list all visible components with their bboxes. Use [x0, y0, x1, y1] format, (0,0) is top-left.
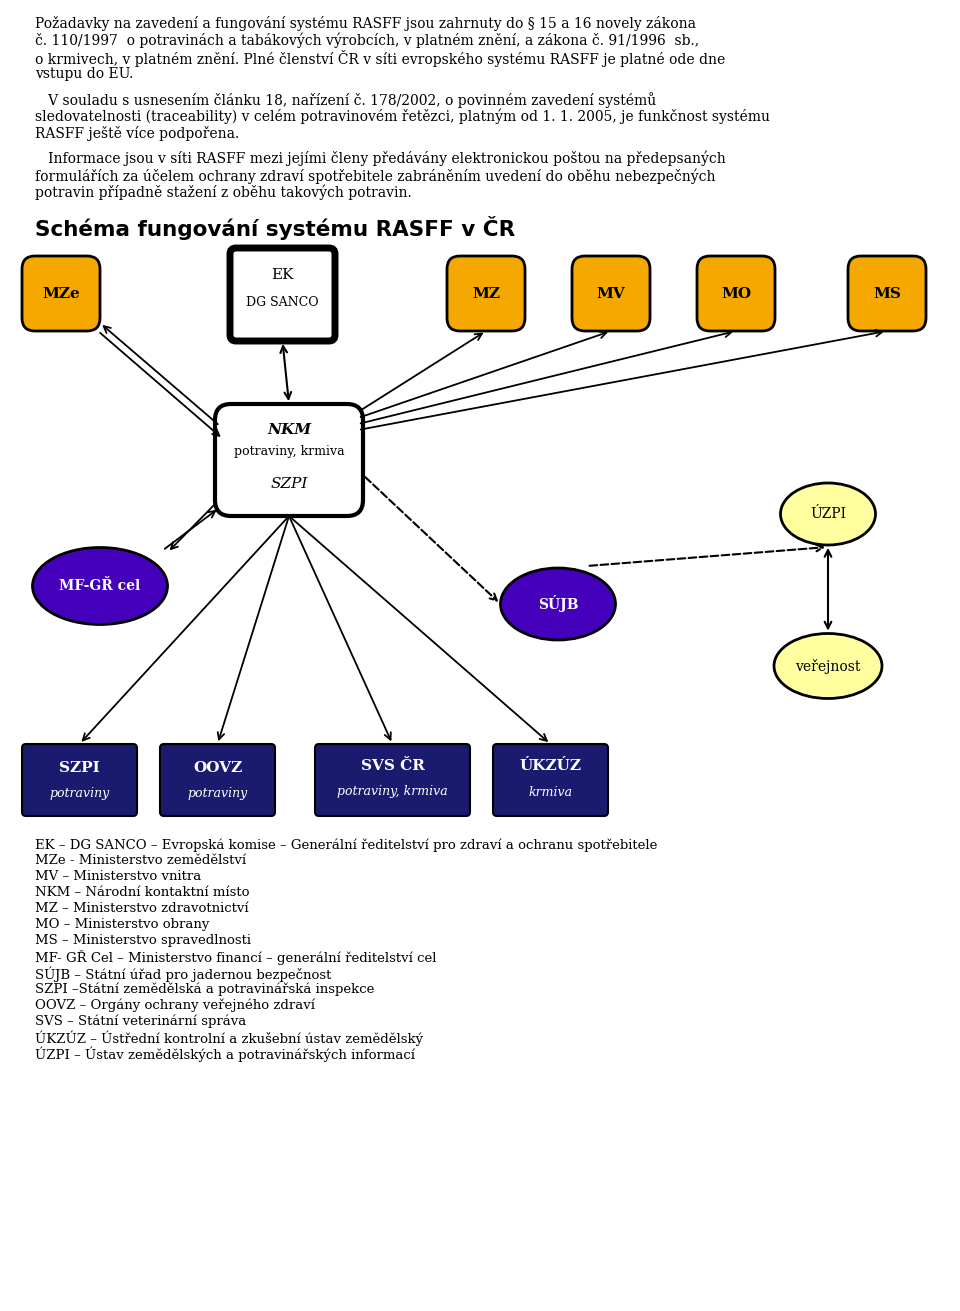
- Text: MZ – Ministerstvo zdravotnictví: MZ – Ministerstvo zdravotnictví: [35, 902, 249, 915]
- Text: MZ: MZ: [472, 287, 500, 300]
- Ellipse shape: [780, 482, 876, 545]
- Text: Informace jsou v síti RASFF mezi jejími členy předávány elektronickou poštou na : Informace jsou v síti RASFF mezi jejími …: [35, 151, 726, 166]
- Text: MF- GŘ Cel – Ministerstvo financí – generální ředitelství cel: MF- GŘ Cel – Ministerstvo financí – gene…: [35, 950, 437, 965]
- FancyBboxPatch shape: [697, 256, 775, 330]
- Text: formulářích za účelem ochrany zdraví spotřebitele zabráněním uvedení do oběhu ne: formulářích za účelem ochrany zdraví spo…: [35, 168, 715, 184]
- FancyBboxPatch shape: [215, 404, 363, 517]
- FancyBboxPatch shape: [22, 745, 137, 815]
- Text: Požadavky na zavedení a fungování systému RASFF jsou zahrnuty do § 15 a 16 novel: Požadavky na zavedení a fungování systém…: [35, 16, 696, 31]
- Text: MV: MV: [596, 287, 625, 300]
- Text: SÚJB: SÚJB: [538, 595, 578, 612]
- Text: OOVZ – Orgány ochrany veřejného zdraví: OOVZ – Orgány ochrany veřejného zdraví: [35, 998, 315, 1012]
- FancyBboxPatch shape: [447, 256, 525, 330]
- FancyBboxPatch shape: [230, 248, 335, 341]
- Text: MO – Ministerstvo obrany: MO – Ministerstvo obrany: [35, 918, 209, 931]
- Text: ÚKZÚZ – Ústřední kontrolní a zkušební ústav zemědělský: ÚKZÚZ – Ústřední kontrolní a zkušební ús…: [35, 1030, 423, 1045]
- Text: MO: MO: [721, 287, 751, 300]
- Text: ÚZPI: ÚZPI: [810, 507, 846, 520]
- Text: OOVZ: OOVZ: [193, 760, 242, 775]
- FancyBboxPatch shape: [572, 256, 650, 330]
- Text: potraviny: potraviny: [187, 787, 248, 800]
- Ellipse shape: [33, 548, 167, 624]
- Text: o krmivech, v platném znění. Plné členství ČR v síti evropského systému RASFF je: o krmivech, v platném znění. Plné členst…: [35, 50, 725, 67]
- Text: č. 110/1997  o potravinách a tabákových výrobcích, v platném znění, a zákona č. : č. 110/1997 o potravinách a tabákových v…: [35, 33, 699, 49]
- Text: NKM: NKM: [267, 423, 311, 437]
- Text: veřejnost: veřejnost: [795, 658, 861, 674]
- Text: potraviny: potraviny: [49, 787, 109, 800]
- Text: sledovatelnosti (traceability) v celém potravinovém řetězci, platným od 1. 1. 20: sledovatelnosti (traceability) v celém p…: [35, 109, 770, 125]
- Text: V souladu s usnesením článku 18, nařízení č. 178/2002, o povinném zavedení systé: V souladu s usnesením článku 18, nařízen…: [35, 92, 657, 108]
- Text: MZe - Ministerstvo zemědělství: MZe - Ministerstvo zemědělství: [35, 853, 246, 867]
- Text: MS: MS: [873, 287, 900, 300]
- Text: SZPI: SZPI: [271, 477, 308, 492]
- Text: NKM – Národní kontaktní místo: NKM – Národní kontaktní místo: [35, 886, 250, 899]
- Text: EK – DG SANCO – Evropská komise – Generální ředitelství pro zdraví a ochranu spo: EK – DG SANCO – Evropská komise – Generá…: [35, 838, 658, 852]
- Text: SVS – Státní veterinární správa: SVS – Státní veterinární správa: [35, 1013, 247, 1028]
- Text: SZPI –Státní zemědělská a potravinářská inspekce: SZPI –Státní zemědělská a potravinářská …: [35, 982, 374, 995]
- FancyBboxPatch shape: [315, 745, 470, 815]
- Ellipse shape: [774, 633, 882, 699]
- FancyBboxPatch shape: [160, 745, 275, 815]
- Text: ÚZPI – Ústav zemědělských a potravinářských informací: ÚZPI – Ústav zemědělských a potravinářsk…: [35, 1046, 415, 1062]
- Text: EK: EK: [272, 267, 294, 282]
- Text: potraviny, krmiva: potraviny, krmiva: [337, 785, 448, 798]
- Text: MF-GŘ cel: MF-GŘ cel: [60, 579, 140, 593]
- Text: MV – Ministerstvo vnitra: MV – Ministerstvo vnitra: [35, 871, 202, 884]
- Text: Schéma fungování systému RASFF v ČR: Schéma fungování systému RASFF v ČR: [35, 216, 516, 240]
- Text: MZe: MZe: [42, 287, 80, 300]
- Text: SÚJB – Státní úřad pro jadernou bezpečnost: SÚJB – Státní úřad pro jadernou bezpečno…: [35, 966, 331, 982]
- Text: ÚKZÚZ: ÚKZÚZ: [519, 759, 582, 773]
- Text: vstupu do EU.: vstupu do EU.: [35, 67, 133, 81]
- FancyBboxPatch shape: [493, 745, 608, 815]
- Text: MS – Ministerstvo spravedlnosti: MS – Ministerstvo spravedlnosti: [35, 933, 251, 947]
- Text: krmiva: krmiva: [528, 785, 572, 798]
- Text: DG SANCO: DG SANCO: [246, 296, 319, 309]
- Text: RASFF ještě více podpořena.: RASFF ještě více podpořena.: [35, 126, 239, 142]
- Text: SZPI: SZPI: [60, 760, 100, 775]
- FancyBboxPatch shape: [848, 256, 926, 330]
- Text: potravin případně stažení z oběhu takových potravin.: potravin případně stažení z oběhu takový…: [35, 185, 412, 201]
- Text: SVS ČR: SVS ČR: [361, 759, 424, 773]
- Ellipse shape: [500, 568, 615, 640]
- FancyBboxPatch shape: [22, 256, 100, 330]
- Text: potraviny, krmiva: potraviny, krmiva: [233, 444, 345, 458]
